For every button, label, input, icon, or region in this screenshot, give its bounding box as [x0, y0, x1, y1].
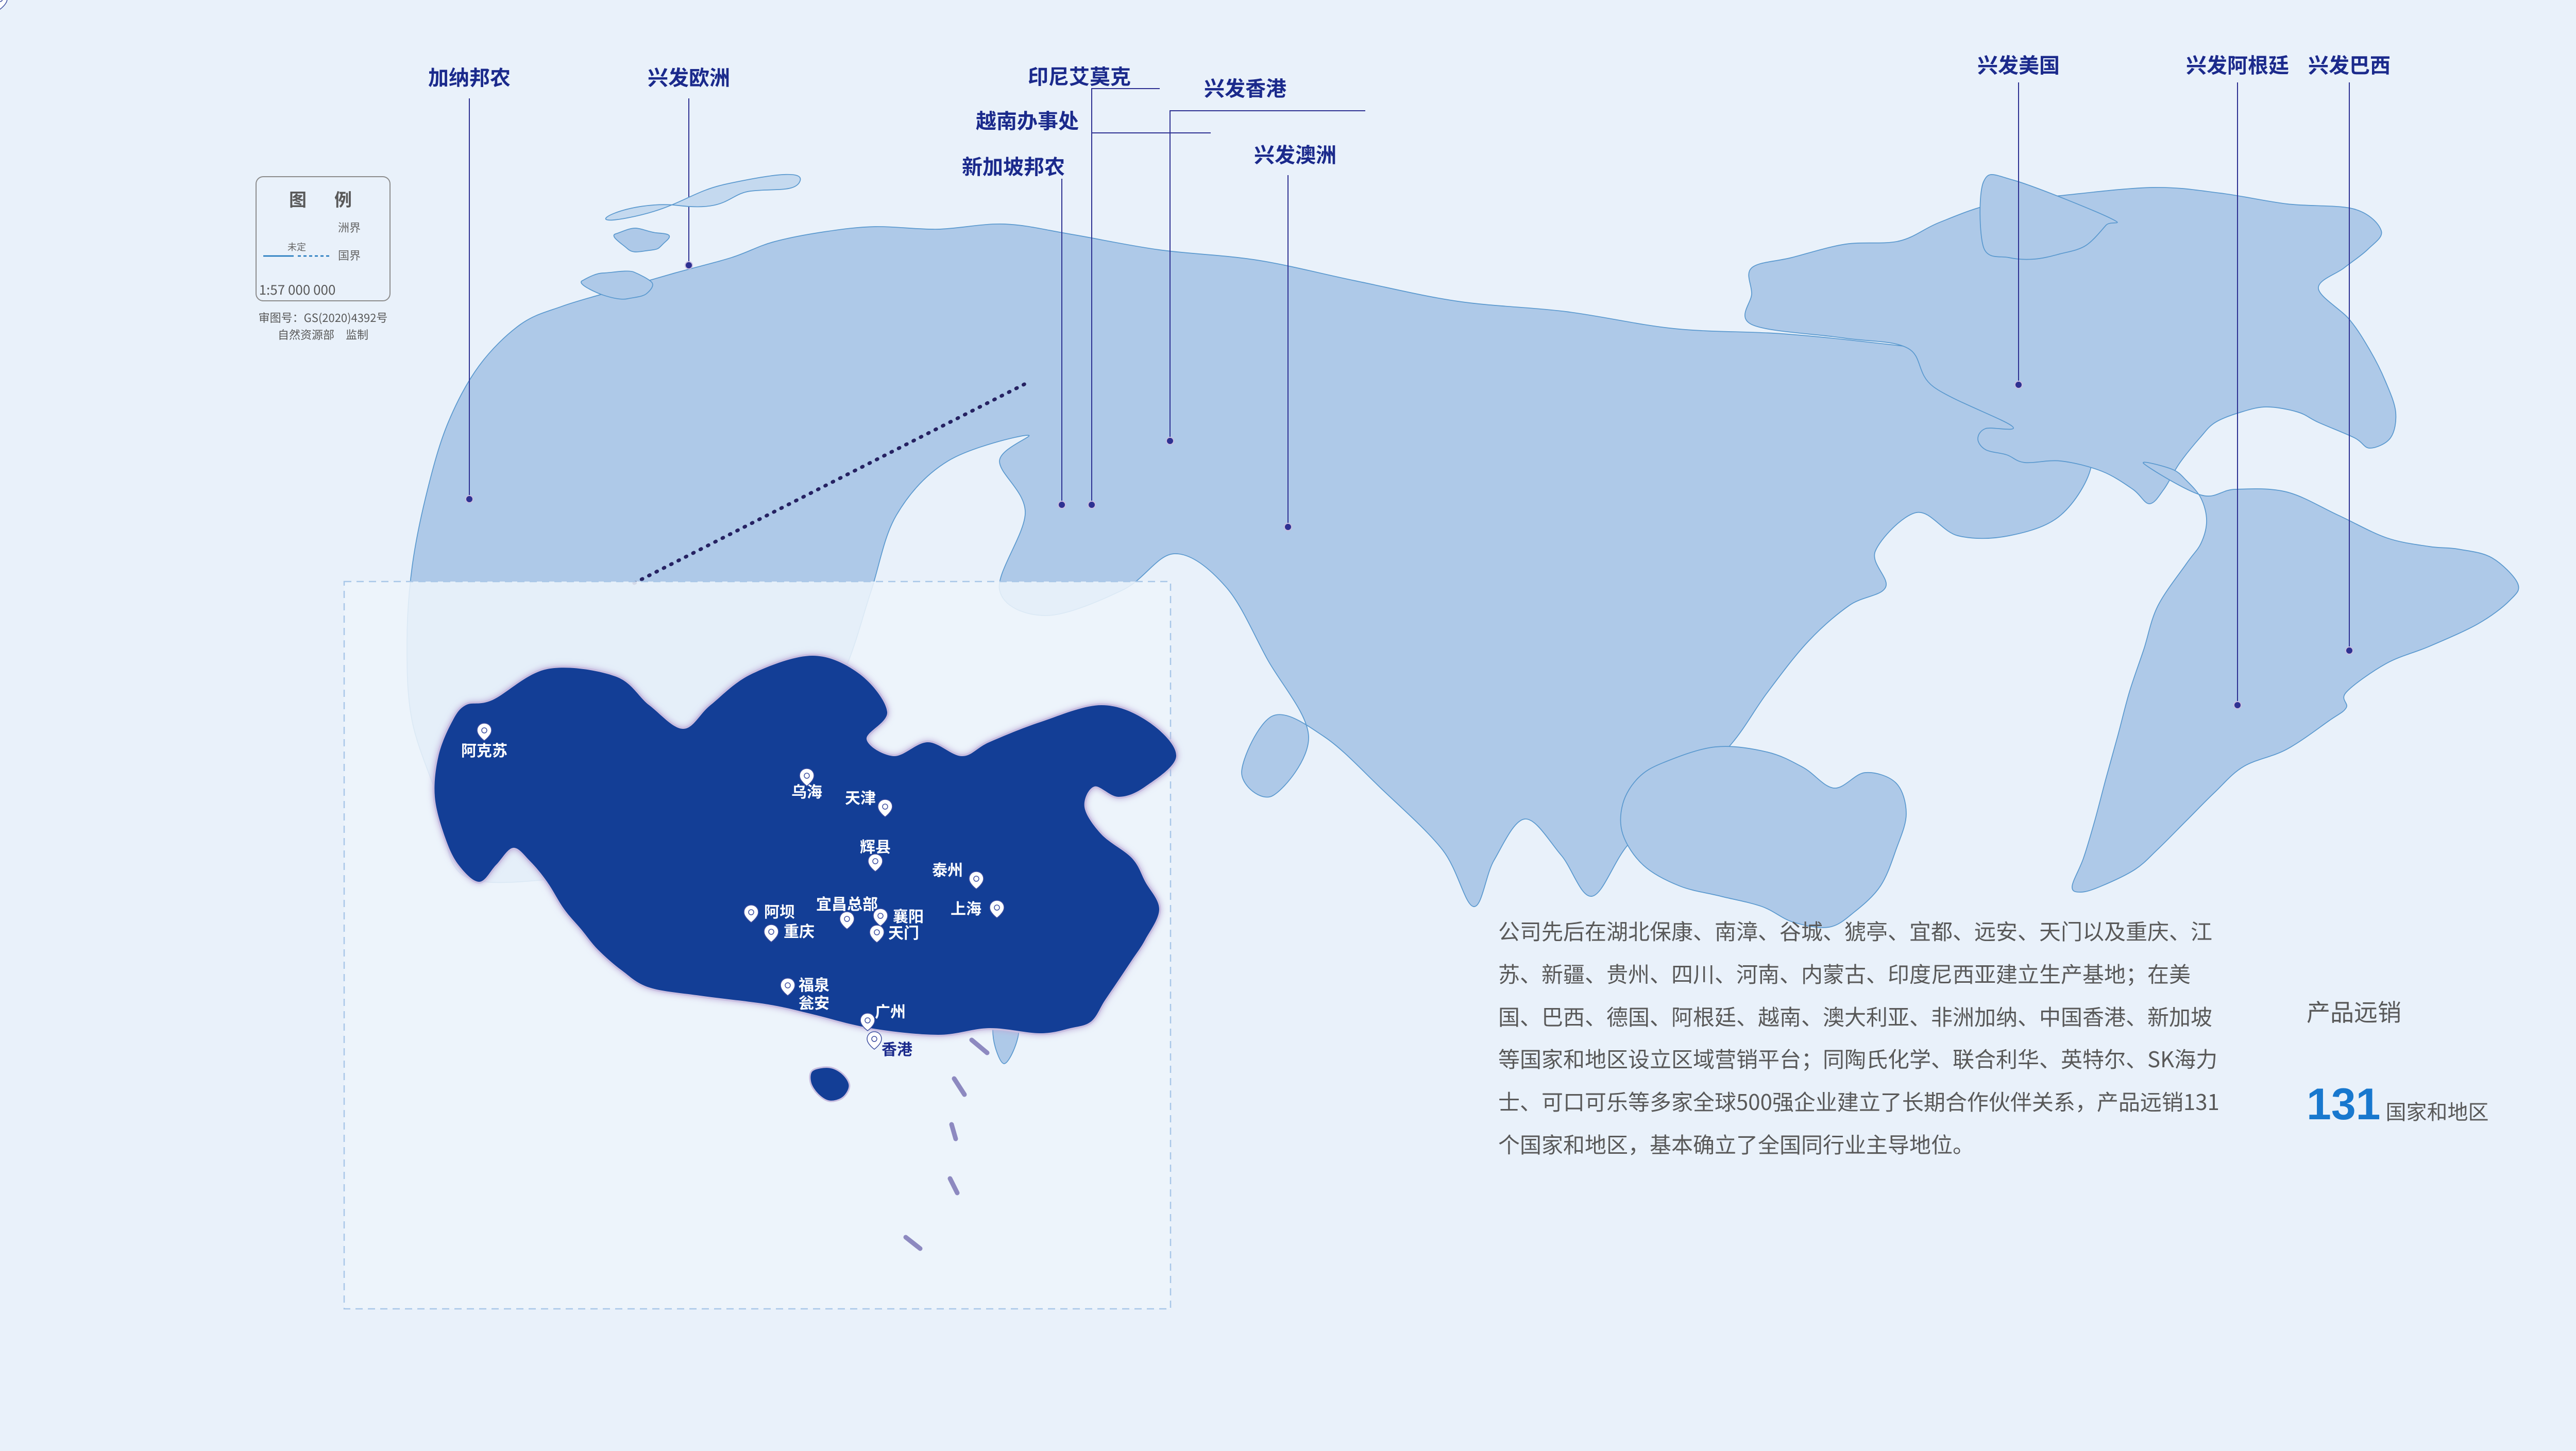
svg-text:新加坡邦农: 新加坡邦农 [962, 150, 1065, 180]
svg-text:兴发阿根廷: 兴发阿根廷 [2186, 49, 2289, 79]
svg-text:阿克苏: 阿克苏 [461, 738, 507, 761]
svg-text:自然资源部 监制: 自然资源部 监制 [278, 326, 368, 343]
svg-text:加纳邦农: 加纳邦农 [428, 61, 511, 91]
svg-text:国界: 国界 [338, 247, 361, 263]
svg-text:天津: 天津 [845, 786, 876, 808]
svg-text:宜昌总部: 宜昌总部 [816, 892, 878, 914]
svg-text:兴发欧洲: 兴发欧洲 [648, 61, 730, 91]
svg-text:兴发美国: 兴发美国 [1977, 49, 2060, 79]
svg-text:越南办事处: 越南办事处 [976, 105, 1079, 134]
svg-text:重庆: 重庆 [784, 919, 815, 942]
svg-text:天门: 天门 [888, 920, 919, 943]
svg-text:兴发香港: 兴发香港 [1204, 72, 1286, 102]
svg-text:兴发巴西: 兴发巴西 [2308, 49, 2391, 79]
svg-text:辉县: 辉县 [860, 834, 891, 857]
svg-text:乌海: 乌海 [791, 779, 822, 802]
svg-text:印尼艾莫克: 印尼艾莫克 [1028, 60, 1131, 90]
svg-text:广州: 广州 [875, 999, 906, 1022]
svg-text:审图号：GS(2020)4392号: 审图号：GS(2020)4392号 [259, 309, 388, 326]
svg-text:1:57 000 000: 1:57 000 000 [259, 280, 336, 299]
svg-text:瓮安: 瓮安 [799, 991, 829, 1013]
svg-text:香港: 香港 [882, 1037, 912, 1060]
svg-text:未定: 未定 [287, 240, 306, 253]
svg-text:上海: 上海 [951, 896, 981, 919]
svg-text:图 例: 图 例 [289, 186, 357, 211]
svg-text:洲界: 洲界 [338, 219, 361, 235]
svg-text:兴发澳洲: 兴发澳洲 [1254, 139, 1336, 168]
svg-text:泰州: 泰州 [932, 858, 963, 880]
